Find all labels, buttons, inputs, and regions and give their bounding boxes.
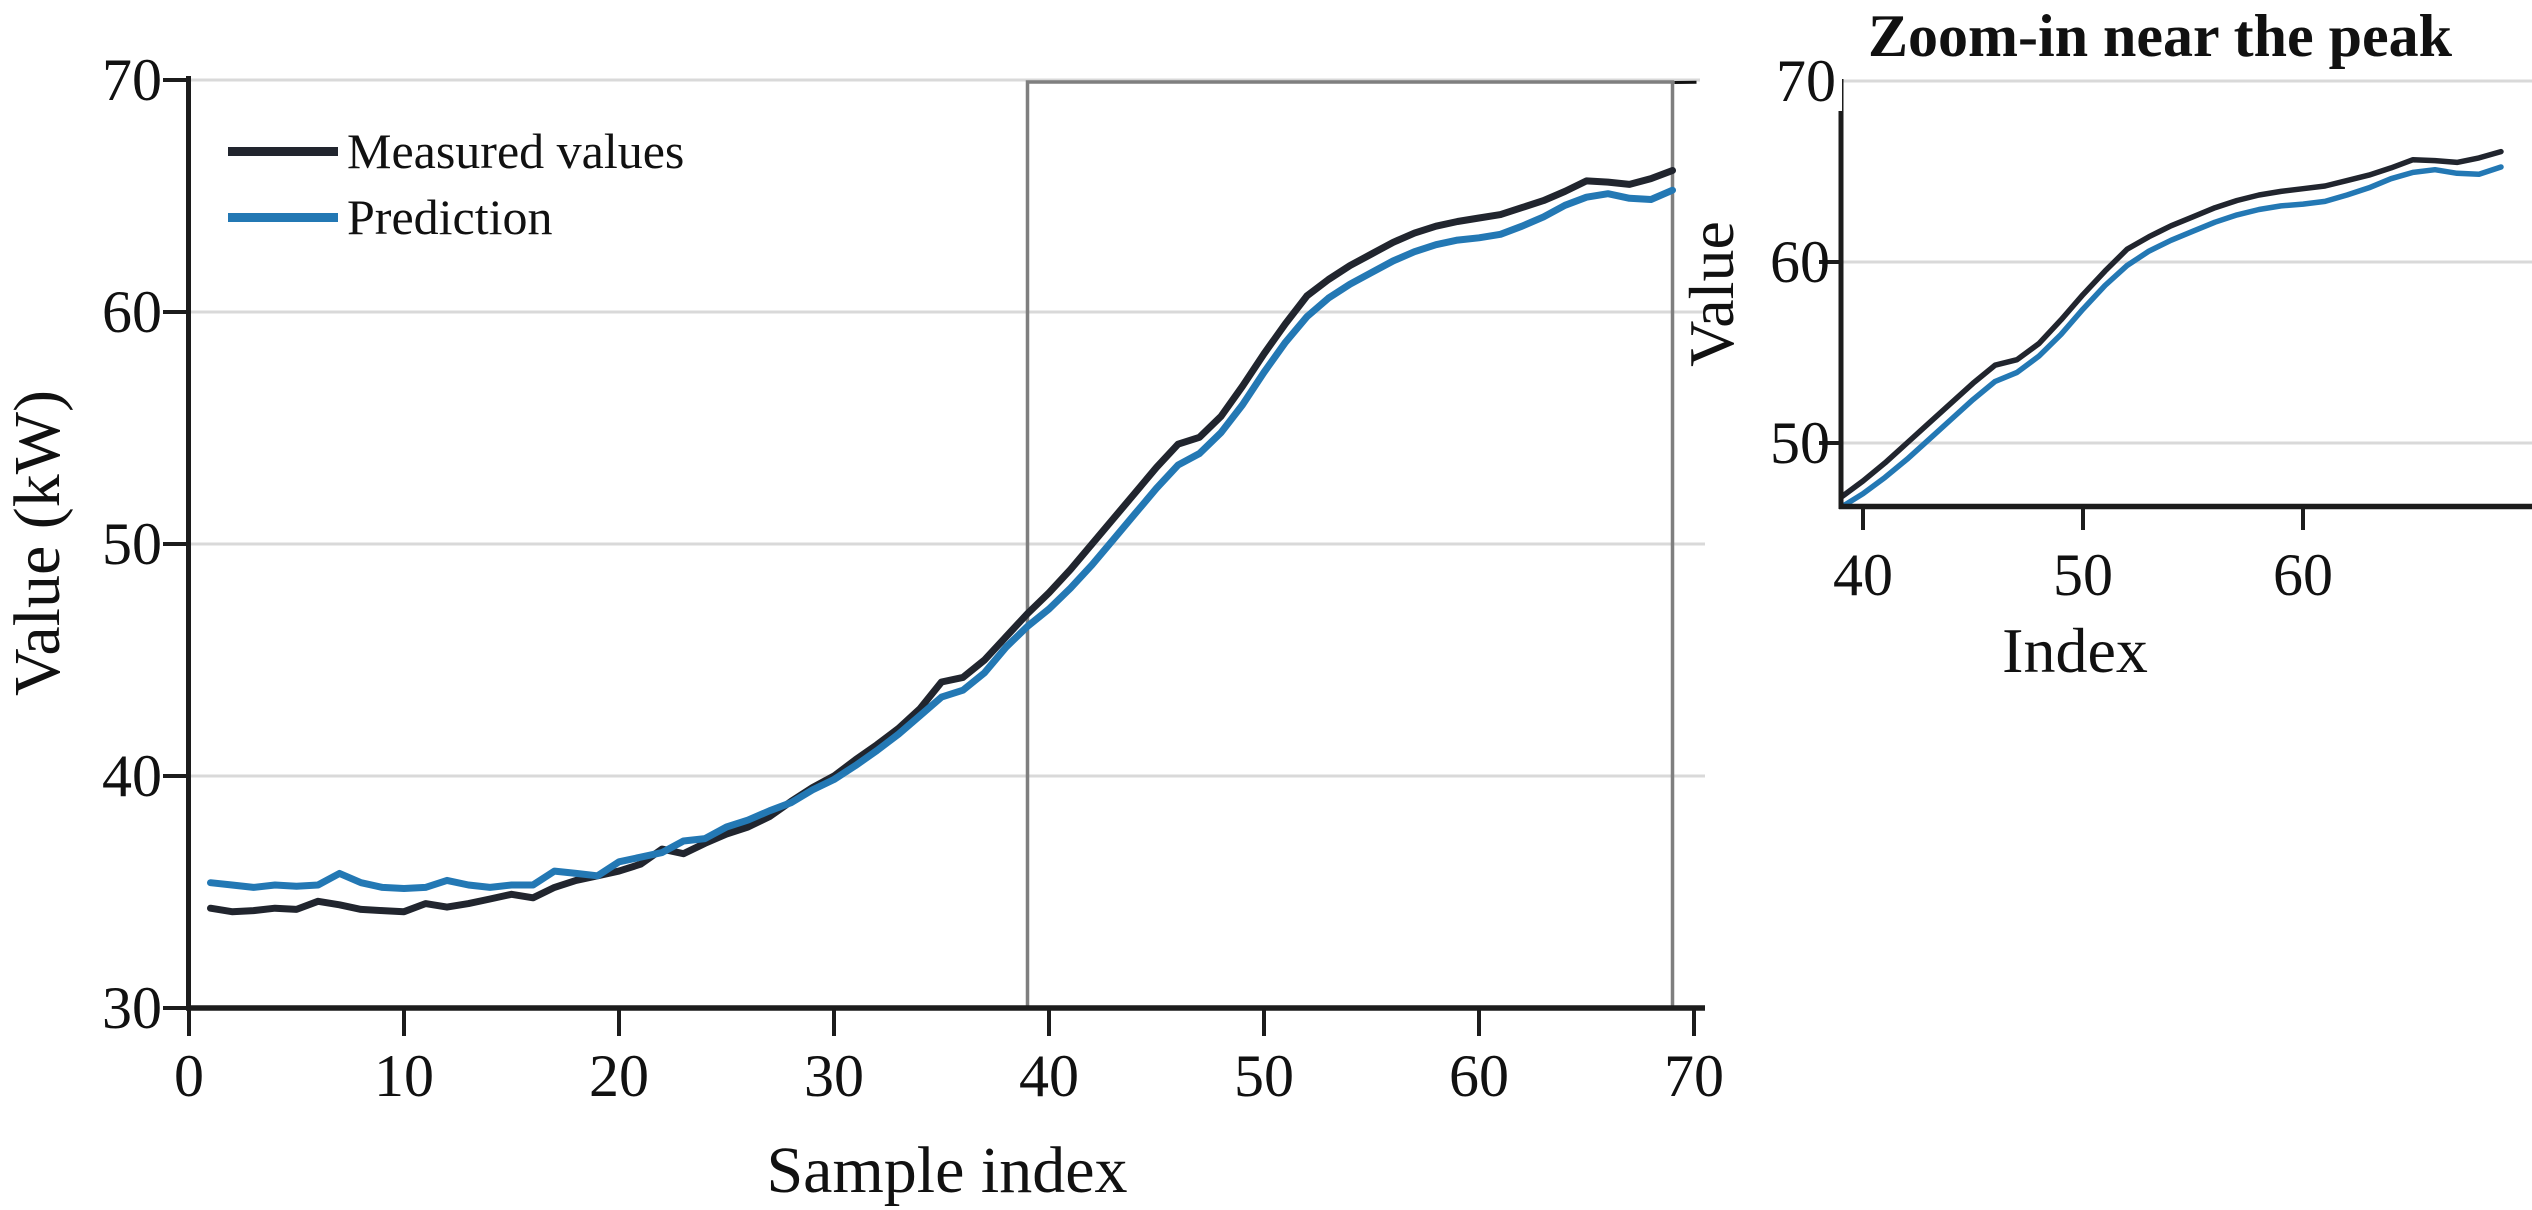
inset-x-tick-label: 40 <box>1833 542 1893 608</box>
legend: Measured values Prediction <box>228 118 684 250</box>
main-x-tick-label: 0 <box>174 1043 204 1109</box>
inset-y-tick-label: 70 <box>1700 51 1842 111</box>
legend-label: Measured values <box>347 123 685 179</box>
inset-y-axis-label: Value <box>1676 221 1747 367</box>
main-y-tick-label: 50 <box>102 511 162 577</box>
legend-item: Measured values <box>228 118 684 184</box>
legend-label: Prediction <box>347 189 553 245</box>
legend-item: Prediction <box>228 184 684 250</box>
main-x-axis-label: Sample index <box>766 1134 1128 1207</box>
inset-y-tick-label: 50 <box>1770 410 1830 476</box>
inset-title: Zoom-in near the peak <box>1868 3 2452 69</box>
inset-x-axis-label: Index <box>2002 615 2148 686</box>
inset-x-tick-label: 60 <box>2273 542 2333 608</box>
inset-y-tick-label: 60 <box>1770 229 1830 295</box>
legend-line-swatch <box>228 212 338 222</box>
legend-line-swatch <box>228 146 338 156</box>
main-y-tick-label: 70 <box>102 47 162 113</box>
main-y-tick-label: 30 <box>102 975 162 1041</box>
main-x-tick-label: 10 <box>374 1043 434 1109</box>
main-x-tick-label: 60 <box>1449 1043 1509 1109</box>
main-y-axis-label: Value (kW) <box>1 389 74 697</box>
main-x-tick-label: 40 <box>1019 1043 1079 1109</box>
main-x-tick-label: 70 <box>1664 1043 1724 1109</box>
main-y-tick-label: 60 <box>102 279 162 345</box>
inset-x-tick-label: 50 <box>2053 542 2113 608</box>
main-x-tick-label: 30 <box>804 1043 864 1109</box>
main-x-tick-label: 50 <box>1234 1043 1294 1109</box>
main-x-tick-label: 20 <box>589 1043 649 1109</box>
main-y-tick-label: 40 <box>102 743 162 809</box>
